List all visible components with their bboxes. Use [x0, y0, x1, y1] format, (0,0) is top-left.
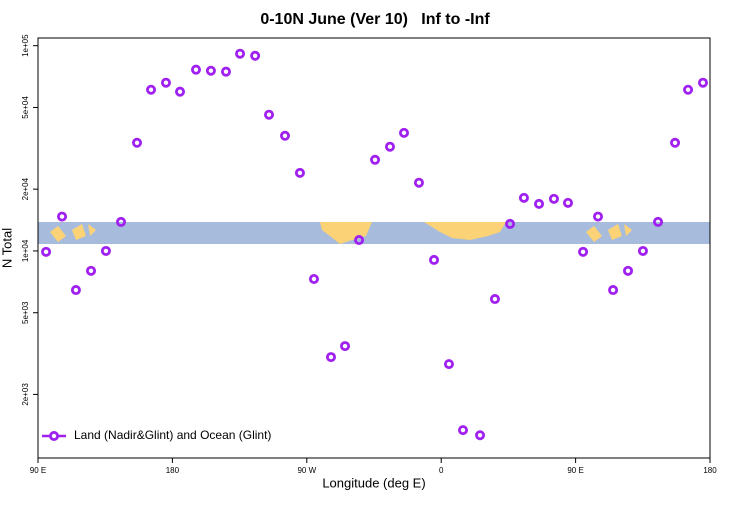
land-shape — [424, 222, 506, 240]
y-tick-label: 1e+04 — [21, 239, 30, 262]
point — [57, 211, 68, 222]
point — [443, 359, 454, 370]
point — [235, 48, 246, 59]
point — [146, 84, 157, 95]
chart-title: 0-10N June (Ver 10) Inf to -Inf — [260, 11, 490, 28]
legend-marker — [49, 430, 60, 441]
point — [670, 137, 681, 148]
point — [548, 193, 559, 204]
land-shape — [50, 224, 96, 242]
point — [132, 137, 143, 148]
land-shape — [320, 222, 372, 244]
point — [308, 273, 319, 284]
point — [458, 425, 469, 436]
point — [250, 50, 261, 61]
point — [116, 216, 127, 227]
point — [683, 84, 694, 95]
point — [205, 65, 216, 76]
point — [325, 352, 336, 363]
land-shape — [586, 224, 632, 242]
point — [340, 341, 351, 352]
point — [279, 130, 290, 141]
point — [384, 141, 395, 152]
point — [578, 246, 589, 257]
x-tick-label: 90 E — [567, 466, 583, 475]
y-axis-label: N Total — [0, 228, 14, 268]
point — [623, 265, 634, 276]
point — [175, 86, 186, 97]
point — [637, 245, 648, 256]
y-tick-label: 2e+04 — [21, 177, 30, 200]
y-tick-label: 1e+05 — [21, 34, 30, 57]
point — [475, 430, 486, 441]
point — [264, 109, 275, 120]
y-tick-label: 2e+03 — [21, 383, 30, 406]
plot-frame — [37, 37, 711, 459]
map-band — [38, 222, 710, 244]
y-tick-label: 5e+03 — [21, 301, 30, 324]
y-tick-label: 5e+04 — [21, 96, 30, 119]
x-tick-label: 0 — [439, 466, 444, 475]
point — [190, 64, 201, 75]
x-tick-label: 180 — [166, 466, 180, 475]
legend-label: Land (Nadir&Glint) and Ocean (Glint) — [74, 428, 271, 442]
x-tick-label: 180 — [703, 466, 717, 475]
point — [86, 265, 97, 276]
point — [518, 192, 529, 203]
point — [354, 235, 365, 246]
point — [489, 294, 500, 305]
x-tick-label: 90 W — [297, 466, 316, 475]
point — [608, 285, 619, 296]
x-tick-label: 90 E — [30, 466, 46, 475]
point — [100, 245, 111, 256]
point — [653, 216, 664, 227]
point — [70, 285, 81, 296]
point — [221, 66, 232, 77]
point — [294, 167, 305, 178]
point — [593, 211, 604, 222]
ocean-band — [38, 222, 710, 244]
point — [534, 198, 545, 209]
point — [697, 77, 708, 88]
x-axis-label: Longitude (deg E) — [322, 475, 425, 490]
point — [505, 218, 516, 229]
point — [413, 177, 424, 188]
point — [370, 154, 381, 165]
point — [41, 246, 52, 257]
point — [160, 77, 171, 88]
point — [429, 254, 440, 265]
point — [562, 197, 573, 208]
point — [399, 127, 410, 138]
legend-item: Land (Nadir&Glint) and Ocean (Glint) — [42, 428, 271, 442]
